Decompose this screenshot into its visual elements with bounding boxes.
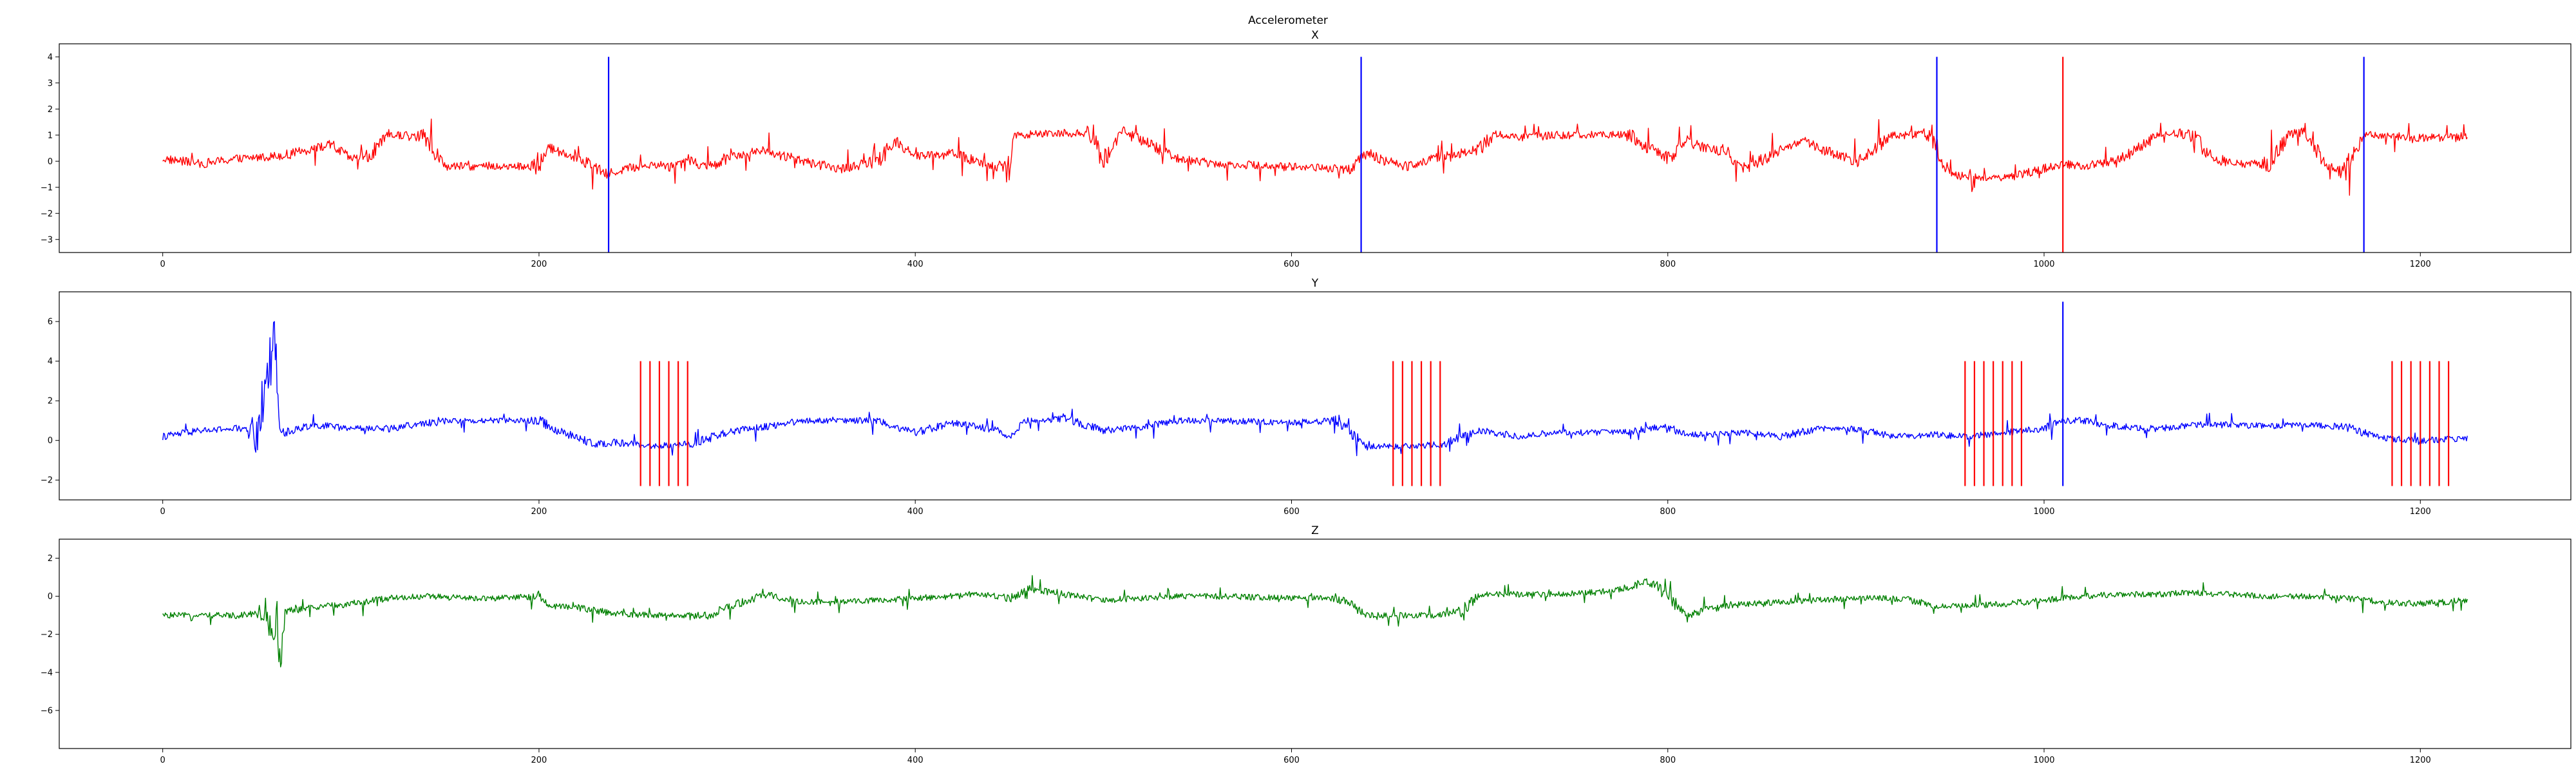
panel-z-plot-area (162, 575, 2468, 668)
panel-x-y-tick-label: −2 (41, 209, 53, 219)
panel-z-title: Z (1311, 524, 1319, 537)
panel-x-y-tick-label: 0 (48, 157, 53, 167)
panel-y-y-tick-label: 4 (48, 357, 53, 367)
panel-x-title: X (1311, 29, 1319, 42)
panel-x-y-tick-label: 4 (48, 53, 53, 62)
panel-x-y-tick-label: −3 (41, 235, 53, 245)
panel-z-y-tick-label: −4 (41, 668, 53, 678)
panel-x-x-tick-label: 600 (1283, 260, 1300, 269)
panel-y-frame (59, 291, 2571, 501)
panel-z-y-tick-label: −2 (41, 630, 53, 640)
panel-x-x-tick-label: 1200 (2410, 260, 2431, 269)
panel-y-y-tick-label: 0 (48, 436, 53, 446)
panel-z-x-tick-label: 1000 (2033, 756, 2054, 765)
panel-y-y-tick-label: 6 (48, 318, 53, 327)
panel-x-x-tick-label: 400 (907, 260, 923, 269)
panel-z-x-tick-label: 0 (160, 756, 166, 765)
panel-y-y-tick-label: 2 (48, 397, 53, 406)
panel-z-frame (59, 539, 2571, 749)
panel-y-plot-area (162, 301, 2468, 486)
panel-x-frame (59, 43, 2571, 253)
panel-x-y-tick-label: 2 (48, 105, 53, 115)
panel-x-plot-area (162, 57, 2468, 253)
panel-z: Z 0 200 400 600 800 1000 1200 −6 −4 −2 0 2 (41, 524, 2571, 765)
panel-y-x-tick-label: 0 (160, 507, 166, 517)
panel-x-y-tick-label: 1 (48, 131, 53, 140)
panel-x: X 0 200 400 600 800 1000 1200 −3 −2 −1 0 1 2 3 4 (41, 29, 2571, 269)
panel-x-x-tick-label: 1000 (2033, 260, 2054, 269)
panel-z-x-tick-label: 400 (907, 756, 923, 765)
panel-y-x-tick-label: 1000 (2033, 507, 2054, 517)
panel-y-x-tick-label: 400 (907, 507, 923, 517)
panel-x-x-tick-label: 800 (1660, 260, 1676, 269)
panel-z-x-tick-label: 600 (1283, 756, 1300, 765)
panel-y-y-tick-label: −2 (41, 476, 53, 486)
figure-title: Accelerometer (1248, 14, 1328, 27)
panel-y-series-line (162, 321, 2468, 457)
panel-y-x-tick-label: 200 (531, 507, 547, 517)
panel-y-x-tick-label: 1200 (2410, 507, 2431, 517)
panel-y-x-tick-label: 600 (1283, 507, 1300, 517)
panel-z-y-tick-label: 0 (48, 592, 53, 602)
panel-z-y-tick-label: 2 (48, 554, 53, 564)
panel-z-y-tick-label: −6 (41, 706, 53, 716)
panel-x-x-tick-label: 0 (160, 260, 166, 269)
panel-z-x-tick-label: 200 (531, 756, 547, 765)
panel-x-y-tick-label: 3 (48, 79, 53, 88)
panel-y-title: Y (1311, 277, 1319, 290)
panel-x-y-tick-label: −1 (41, 183, 53, 193)
panel-z-x-tick-label: 800 (1660, 756, 1676, 765)
panel-y: Y 0 200 400 600 800 1000 1200 −2 0 2 4 6 (41, 277, 2571, 517)
panel-z-x-tick-label: 1200 (2410, 756, 2431, 765)
panel-z-series-line (162, 575, 2468, 668)
panel-x-x-tick-label: 200 (531, 260, 547, 269)
panel-x-series-line (162, 119, 2468, 196)
panel-y-x-tick-label: 800 (1660, 507, 1676, 517)
